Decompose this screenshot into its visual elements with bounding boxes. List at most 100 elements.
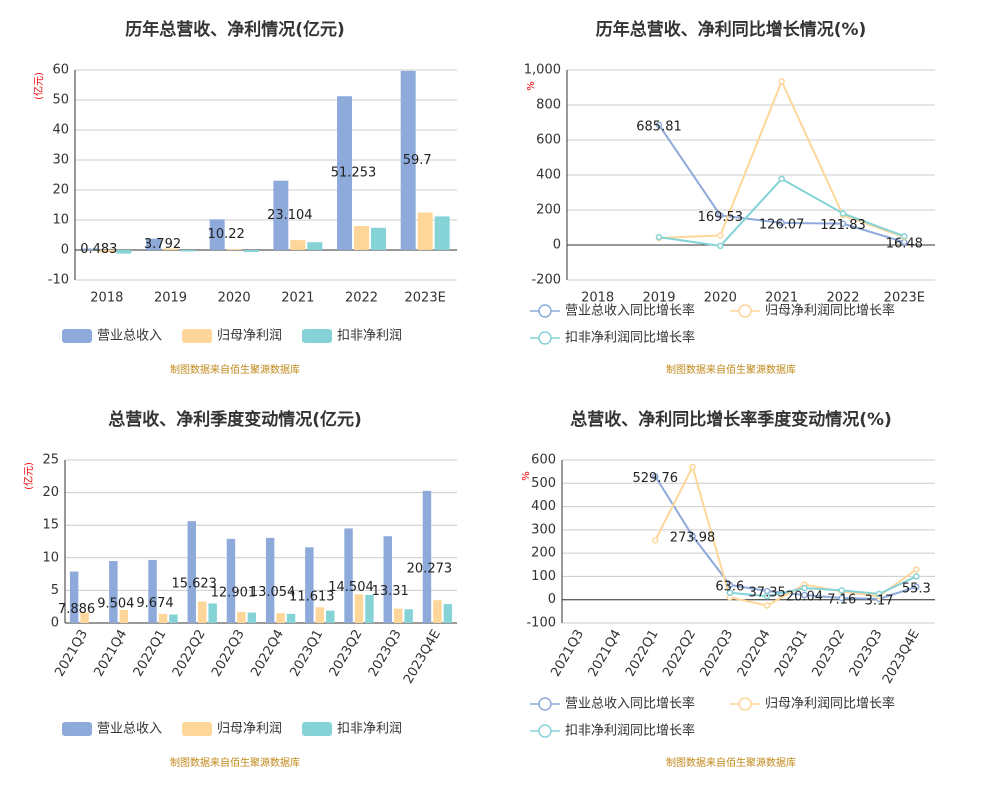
bar [422, 490, 432, 623]
x-tick-label: 2023Q1 [772, 627, 811, 679]
source-note: 制图数据来自佰生聚源数据库 [170, 363, 300, 376]
legend-item: 归母净利润 [182, 722, 282, 737]
bar [326, 610, 335, 623]
source-note: 制图数据来自佰生聚源数据库 [666, 363, 796, 376]
legend-swatch [182, 329, 212, 343]
y-tick-label: 10 [42, 550, 59, 565]
x-tick-label: 2023E [405, 291, 446, 306]
point [875, 590, 883, 598]
source-note: 制图数据来自佰生聚源数据库 [170, 756, 300, 769]
x-tick-label: 2020 [218, 291, 251, 306]
legend-item: 扣非净利润 [302, 722, 402, 737]
data-label: 20.273 [407, 561, 453, 576]
bar [80, 612, 89, 623]
point [839, 220, 847, 227]
y-tick-label: -200 [531, 273, 561, 288]
y-tick-label: 200 [536, 203, 561, 218]
legend-label: 扣非净利润同比增长率 [565, 330, 695, 346]
bar [433, 600, 442, 623]
data-label: 63.6 [715, 579, 744, 594]
bar [286, 613, 296, 623]
y-tick-label: 20 [52, 183, 69, 198]
bar [179, 250, 195, 252]
y-tick-label: -10 [48, 273, 69, 288]
y-tick-label: 300 [531, 522, 556, 537]
x-tick-label: 2023Q4E [401, 627, 444, 686]
data-label: 7.16 [827, 593, 856, 608]
legend-item: 营业总收入同比增长率 [530, 696, 695, 712]
legend-item: 扣非净利润 [302, 329, 402, 344]
chart-title: 总营收、净利同比增长率季度变动情况(%) [570, 409, 892, 430]
legend-label: 营业总收入同比增长率 [565, 696, 695, 712]
legend-label: 营业总收入 [97, 329, 162, 344]
y-tick-label: 1,000 [524, 63, 561, 78]
bar [82, 248, 98, 250]
x-tick-label: 2020 [704, 291, 737, 306]
legend-swatch [302, 329, 332, 343]
y-tick-label: 200 [531, 546, 556, 561]
data-label: 13.054 [250, 585, 296, 600]
legend-marker [738, 697, 752, 711]
bar [116, 250, 132, 254]
data-label: 55.3 [902, 581, 931, 596]
legend-item: 扣非净利润同比增长率 [530, 723, 695, 739]
legend-marker [538, 697, 552, 711]
legend-label: 扣非净利润 [337, 329, 402, 344]
bar [237, 611, 246, 623]
x-tick-label: 2022Q3 [698, 627, 737, 679]
chart-title: 历年总营收、净利情况(亿元) [125, 19, 345, 40]
x-tick-label: 2022Q4 [248, 627, 287, 679]
data-label: 0.483 [80, 242, 117, 257]
data-label: 169.53 [698, 210, 744, 225]
point [655, 233, 663, 241]
point [901, 233, 908, 240]
data-label: 15.623 [171, 577, 217, 592]
bar [307, 242, 323, 250]
y-tick-label: 60 [52, 63, 69, 78]
point [913, 573, 920, 580]
bar [443, 604, 453, 623]
data-label: 11.613 [289, 590, 335, 605]
x-tick-label: 2021Q3 [548, 627, 587, 679]
bar [209, 219, 225, 250]
y-tick-label: 40 [52, 123, 69, 138]
x-tick-label: 2023Q2 [327, 627, 366, 679]
point [655, 121, 663, 129]
point [801, 584, 808, 592]
legend-marker [538, 331, 552, 345]
x-tick-label: 2022Q4 [735, 627, 774, 679]
bar [109, 561, 118, 623]
bar [197, 601, 207, 623]
data-label: 685.81 [636, 119, 682, 134]
data-label: 9.674 [136, 596, 173, 611]
bar [417, 212, 433, 250]
y-tick-label: 400 [536, 168, 561, 183]
bar [208, 603, 217, 623]
bar [158, 613, 168, 623]
bar [163, 248, 178, 250]
bar [315, 607, 325, 623]
data-label: 7.886 [58, 602, 95, 617]
bar [305, 547, 314, 623]
y-tick-label: 600 [531, 453, 556, 468]
data-label: 12.901 [211, 585, 257, 600]
point [839, 210, 847, 217]
bar [393, 608, 403, 623]
data-label: 20.04 [786, 590, 823, 605]
data-label: 529.76 [633, 471, 679, 486]
bar [226, 249, 242, 250]
legend-label: 扣非净利润 [337, 722, 402, 737]
data-label: 10.22 [208, 227, 245, 242]
legend-label: 营业总收入同比增长率 [565, 303, 695, 319]
x-tick-label: 2022Q2 [170, 627, 209, 679]
legend-marker [738, 304, 752, 318]
data-label: 51.253 [331, 166, 377, 181]
legend-item: 营业总收入 [62, 329, 162, 344]
legend-item: 归母净利润同比增长率 [730, 303, 895, 319]
legend-swatch [182, 722, 212, 736]
legend-label: 扣非净利润同比增长率 [565, 723, 695, 739]
data-label: 59.7 [403, 153, 432, 168]
x-tick-label: 2022Q1 [131, 627, 170, 679]
point [838, 587, 845, 594]
x-tick-label: 2021Q4 [586, 627, 625, 679]
